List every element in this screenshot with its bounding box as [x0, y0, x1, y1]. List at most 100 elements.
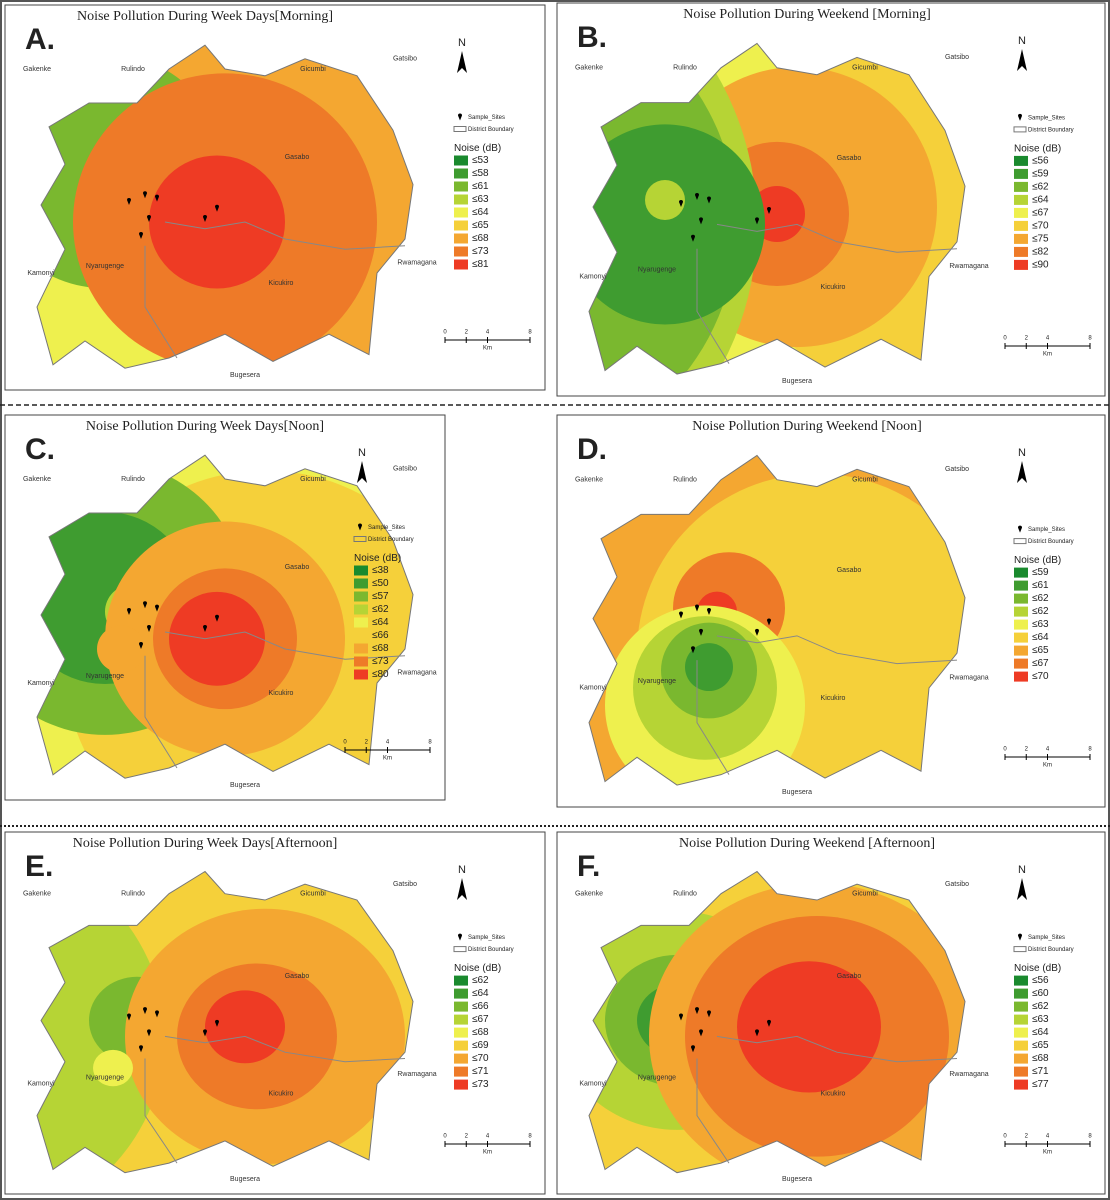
- scale-label: 4: [486, 330, 490, 336]
- north-arrow: [457, 878, 467, 900]
- legend-label: Sample_Sites: [1028, 527, 1065, 533]
- legend-label: District Boundary: [468, 947, 514, 953]
- legend-swatch: [1014, 1079, 1028, 1090]
- district-label: Gatsibo: [393, 56, 417, 63]
- legend-label: District Boundary: [1028, 947, 1074, 953]
- legend-swatch: [454, 1040, 468, 1051]
- legend-swatch: [1014, 988, 1028, 999]
- district-label: Gatsibo: [393, 466, 417, 473]
- panel-frame: [556, 414, 1106, 808]
- scale-label: 8: [528, 1134, 532, 1140]
- sample-site: [755, 628, 759, 636]
- district-label: Gakenke: [23, 891, 51, 898]
- legend-label: ≤82: [1032, 247, 1049, 258]
- legend-swatch: [1014, 155, 1028, 166]
- legend-swatch: [1014, 207, 1028, 218]
- panel-frame: [556, 831, 1106, 1195]
- legend-label: ≤68: [472, 233, 489, 244]
- sample-site: [695, 1007, 699, 1015]
- legend-swatch: [454, 207, 468, 218]
- sample-site: [707, 608, 711, 616]
- district-boundary: [588, 454, 966, 786]
- legend-swatch: [354, 656, 368, 667]
- legend-label: ≤56: [1032, 156, 1049, 167]
- scale-label: 8: [1088, 747, 1092, 753]
- legend-label: ≤64: [1032, 195, 1049, 206]
- sample-site: [767, 206, 771, 214]
- district-label: Bugesera: [230, 1176, 260, 1183]
- sample-site-symbol: [1018, 113, 1022, 121]
- scale-unit: Km: [1043, 352, 1052, 358]
- district-label: Kamonyi: [27, 270, 55, 277]
- legend-label: ≤59: [1032, 169, 1049, 180]
- sample-site: [679, 1013, 683, 1021]
- legend-label: ≤68: [472, 1027, 489, 1038]
- legend-swatch: [1014, 259, 1028, 270]
- legend-label: ≤59: [1032, 567, 1049, 578]
- sample-site-symbol: [1018, 933, 1022, 941]
- noise-zone: [737, 961, 881, 1093]
- district-label: Kamonyi: [579, 273, 607, 280]
- district-boundary: [164, 1035, 406, 1063]
- scale-label: 8: [428, 740, 432, 746]
- district-label: Kicukiro: [821, 284, 846, 291]
- panel-title: Noise Pollution During Weekend [Noon]: [692, 419, 922, 434]
- district-label: Rulindo: [121, 66, 145, 73]
- district-boundary: [36, 870, 414, 1174]
- panel-title: Noise Pollution During Week Days[Morning…: [77, 9, 333, 24]
- legend-swatch: [454, 975, 468, 986]
- scale-unit: Km: [1043, 1150, 1052, 1156]
- legend-swatch: [354, 630, 368, 641]
- district-label: Gicumbi: [300, 891, 326, 898]
- district-boundary: [696, 660, 730, 775]
- district-label: Rulindo: [121, 476, 145, 483]
- district-label: Gasabo: [837, 155, 862, 162]
- scale-unit: Km: [383, 756, 392, 762]
- legend-label: Sample_Sites: [1028, 115, 1065, 121]
- legend-swatch: [1014, 632, 1028, 643]
- noise-map: [589, 455, 965, 786]
- north-arrow: [357, 461, 367, 483]
- district-label: Rulindo: [673, 477, 697, 484]
- legend-label: ≤50: [372, 578, 389, 589]
- sample-site: [155, 194, 159, 202]
- legend-swatch: [454, 1027, 468, 1038]
- legend-label: ≤53: [472, 155, 489, 166]
- scale-label: 0: [1003, 1134, 1007, 1140]
- scale-label: 2: [1025, 747, 1029, 753]
- noise-zone: [169, 591, 265, 686]
- legend-swatch: [454, 1066, 468, 1077]
- legend-swatch: [1014, 1040, 1028, 1051]
- legend-swatch: [1014, 645, 1028, 656]
- scale-label: 0: [443, 330, 447, 336]
- panel-frame: [4, 4, 546, 391]
- sample-site: [691, 1045, 695, 1053]
- legend-label: ≤71: [472, 1066, 489, 1077]
- panel: Gakenke Rulindo Gicumbi Gatsibo Gasabo Kamony…: [556, 831, 1106, 1195]
- panel-letter: D.: [577, 433, 607, 466]
- legend-label: ≤69: [472, 1040, 489, 1051]
- panel-letter: F.: [577, 850, 600, 883]
- legend-swatch: [1014, 1066, 1028, 1077]
- legend-label: ≤75: [1032, 234, 1049, 245]
- scale-label: 0: [1003, 747, 1007, 753]
- legend-label: District Boundary: [1028, 539, 1074, 545]
- panel: Gakenke Rulindo Gicumbi Gatsibo Gasabo Kamony…: [4, 414, 446, 801]
- district-label: Gicumbi: [852, 65, 878, 72]
- noise-zone: [205, 990, 285, 1064]
- legend-swatch: [454, 233, 468, 244]
- scale-label: 8: [528, 330, 532, 336]
- district-label: Rwamagana: [397, 670, 436, 677]
- sample-site: [143, 1007, 147, 1015]
- legend-label: ≤61: [472, 181, 489, 192]
- district-label: Kamonyi: [579, 685, 607, 692]
- panel-title: Noise Pollution During Weekend [Morning]: [683, 7, 930, 22]
- sample-site: [147, 215, 151, 222]
- district-label: Rwamagana: [949, 263, 988, 270]
- district-label: Gicumbi: [852, 891, 878, 898]
- panel-title: Noise Pollution During Weekend [Afternoo…: [679, 836, 935, 851]
- district-label: Kamonyi: [27, 680, 55, 687]
- district-boundary: [716, 635, 958, 665]
- district-label: Gakenke: [575, 891, 603, 898]
- legend-swatch: [1014, 233, 1028, 244]
